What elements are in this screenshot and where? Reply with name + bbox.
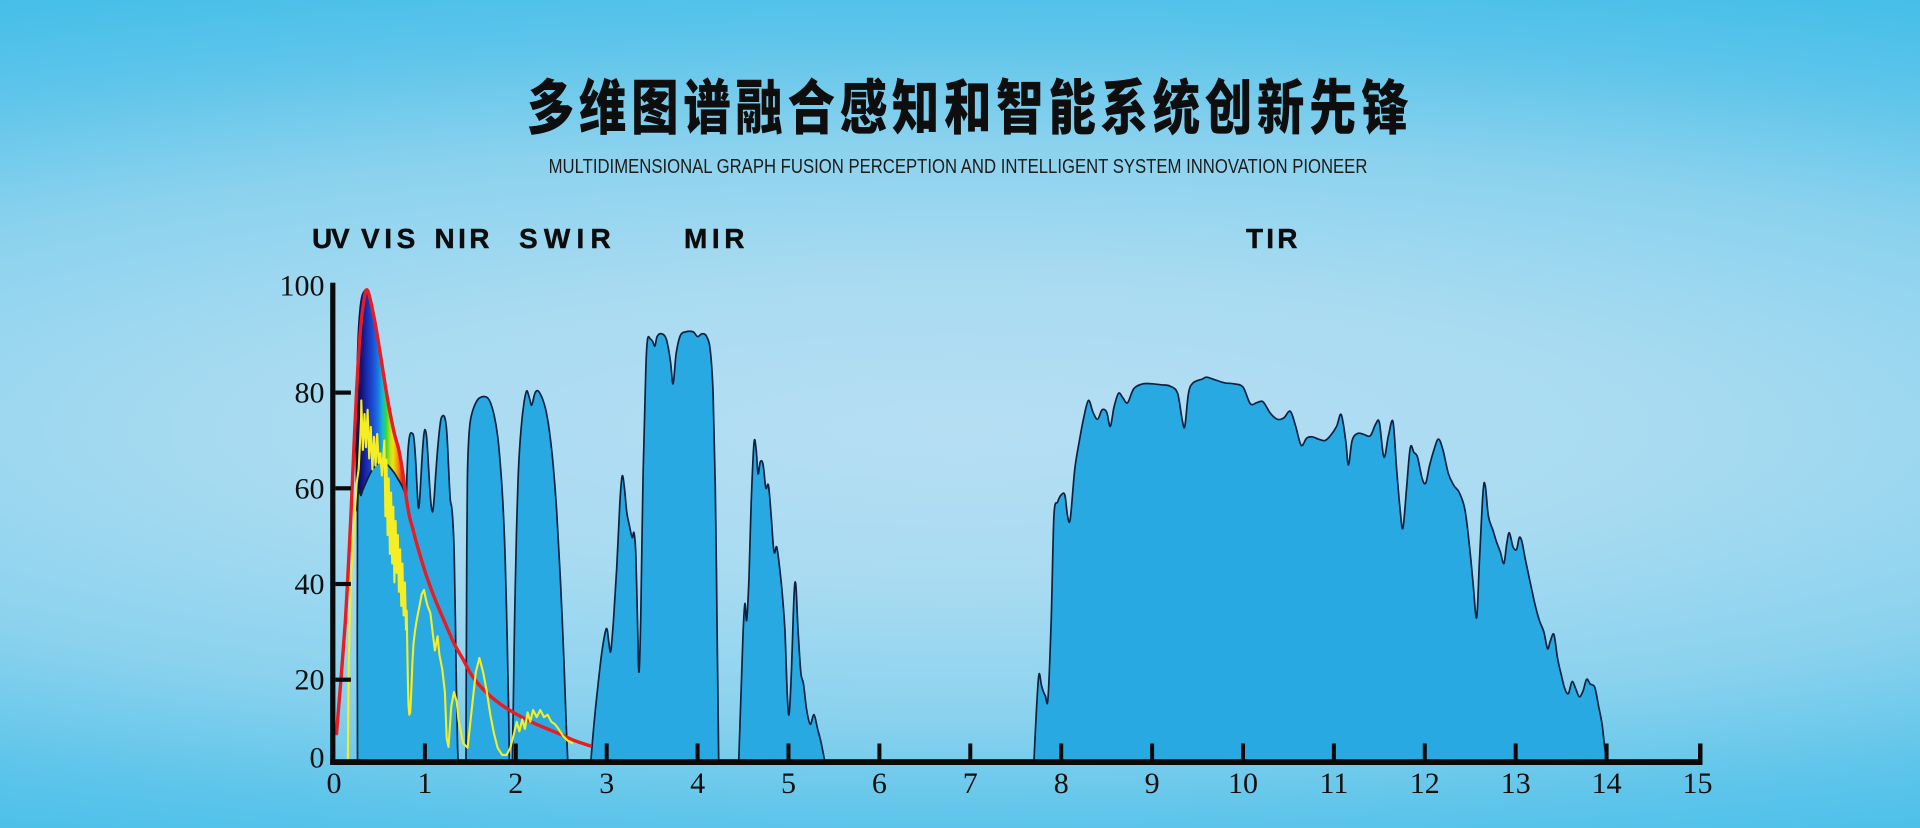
svg-text:14: 14 xyxy=(1592,767,1622,800)
svg-text:10: 10 xyxy=(1228,767,1258,800)
svg-text:1: 1 xyxy=(417,767,432,800)
svg-text:5: 5 xyxy=(781,767,796,800)
svg-text:15: 15 xyxy=(1683,767,1713,800)
svg-text:40: 40 xyxy=(295,568,325,601)
svg-text:2: 2 xyxy=(508,767,523,800)
svg-text:3: 3 xyxy=(599,767,614,800)
svg-text:4: 4 xyxy=(690,767,705,800)
svg-text:20: 20 xyxy=(295,664,325,697)
svg-text:0: 0 xyxy=(327,767,342,800)
svg-text:60: 60 xyxy=(295,472,325,505)
svg-text:8: 8 xyxy=(1054,767,1069,800)
svg-text:0: 0 xyxy=(310,742,325,775)
svg-text:9: 9 xyxy=(1145,767,1160,800)
svg-text:13: 13 xyxy=(1501,767,1531,800)
svg-text:80: 80 xyxy=(295,377,325,410)
svg-text:11: 11 xyxy=(1319,767,1348,800)
svg-text:7: 7 xyxy=(963,767,978,800)
svg-text:6: 6 xyxy=(872,767,887,800)
svg-text:12: 12 xyxy=(1410,767,1440,800)
svg-text:100: 100 xyxy=(280,270,325,303)
